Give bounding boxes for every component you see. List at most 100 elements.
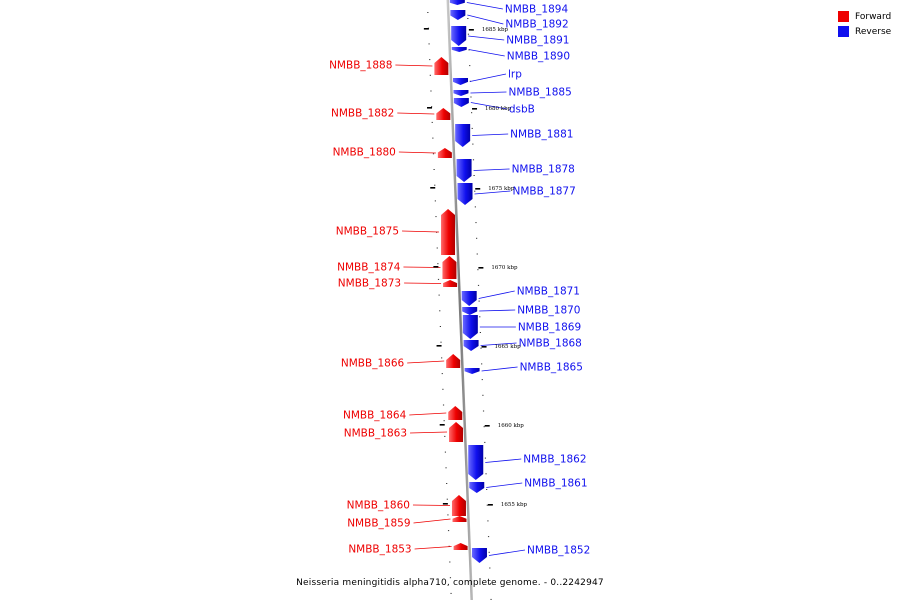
reverse-gene-NMBB_1862[interactable] (468, 445, 484, 480)
minor-tick (488, 551, 490, 553)
reverse-gene-dsbB[interactable] (453, 98, 469, 107)
reverse-gene-label[interactable]: NMBB_1865 (520, 362, 583, 374)
reverse-gene-NMBB_1877[interactable] (457, 183, 473, 205)
kbp-tick (468, 29, 474, 31)
minor-tick (436, 247, 438, 249)
forward-gene-NMBB_1875[interactable] (441, 209, 456, 255)
reverse-gene-label[interactable]: NMBB_1871 (517, 286, 580, 298)
forward-swatch (838, 11, 849, 22)
minor-tick (442, 404, 445, 406)
forward-gene-NMBB_1882[interactable] (436, 108, 451, 120)
reverse-leader-line (470, 102, 507, 110)
minor-tick (430, 90, 432, 92)
forward-gene-label[interactable]: NMBB_1880 (333, 147, 396, 159)
reverse-gene-label[interactable]: NMBB_1885 (508, 87, 571, 99)
reverse-leader-line (478, 290, 515, 299)
reverse-leader-line (485, 458, 522, 463)
reverse-gene-NMBB_1868[interactable] (463, 340, 479, 351)
forward-gene-NMBB_1864[interactable] (448, 406, 463, 420)
reverse-gene-label[interactable]: NMBB_1890 (507, 51, 570, 63)
reverse-gene-label[interactable]: NMBB_1862 (523, 454, 586, 466)
reverse-gene-NMBB_1885[interactable] (453, 90, 469, 96)
forward-gene-label[interactable]: NMBB_1875 (336, 226, 399, 238)
reverse-gene-NMBB_1892[interactable] (450, 10, 466, 20)
minor-tick (479, 332, 481, 333)
minor-tick (471, 127, 473, 129)
reverse-gene-NMBB_1894[interactable] (449, 0, 465, 5)
reverse-gene-NMBB_1861[interactable] (469, 482, 485, 493)
forward-gene-NMBB_1880[interactable] (437, 148, 452, 158)
minor-tick (486, 489, 488, 490)
minor-tick (445, 467, 447, 469)
reverse-gene-NMBB_1890[interactable] (451, 47, 467, 52)
legend-label-reverse: Reverse (855, 26, 892, 37)
reverse-gene-label[interactable]: dsbB (509, 104, 535, 116)
minor-tick (472, 159, 475, 161)
forward-gene-NMBB_1853[interactable] (453, 543, 468, 550)
forward-gene-label[interactable]: NMBB_1873 (338, 278, 401, 290)
reverse-gene-label[interactable]: NMBB_1894 (505, 4, 569, 16)
forward-gene-NMBB_1873[interactable] (443, 280, 458, 287)
forward-gene-label[interactable]: NMBB_1859 (347, 518, 410, 530)
minor-tick (429, 74, 431, 76)
minor-tick (487, 536, 490, 538)
minor-tick (472, 143, 474, 145)
reverse-leader-line (488, 549, 526, 556)
forward-gene-NMBB_1874[interactable] (442, 256, 457, 279)
minor-tick (439, 310, 441, 312)
reverse-gene-NMBB_1870[interactable] (462, 307, 478, 315)
forward-gene-NMBB_1860[interactable] (451, 495, 466, 516)
reverse-gene-NMBB_1871[interactable] (461, 291, 477, 306)
forward-leader-line (412, 504, 450, 506)
reverse-gene-label[interactable]: lrp (508, 69, 522, 81)
reverse-gene-label[interactable]: NMBB_1891 (506, 35, 569, 47)
reverse-leader-line (470, 91, 507, 94)
forward-gene-label[interactable]: NMBB_1888 (329, 60, 392, 72)
reverse-gene-lrp[interactable] (453, 78, 469, 85)
minor-tick (444, 435, 446, 437)
forward-gene-label[interactable]: NMBB_1853 (348, 544, 411, 556)
reverse-gene-NMBB_1878[interactable] (456, 159, 472, 182)
minor-tick (450, 592, 452, 594)
reverse-gene-label[interactable]: NMBB_1892 (505, 19, 568, 31)
reverse-gene-label[interactable]: NMBB_1868 (519, 338, 582, 350)
forward-gene-label[interactable]: NMBB_1863 (344, 428, 407, 440)
forward-gene-label[interactable]: NMBB_1882 (331, 108, 394, 120)
reverse-gene-NMBB_1869[interactable] (462, 315, 478, 339)
legend: Forward Reverse (838, 9, 898, 39)
kbp-tick (439, 424, 445, 426)
reverse-gene-label[interactable]: NMBB_1869 (518, 322, 581, 334)
reverse-gene-NMBB_1865[interactable] (464, 368, 480, 374)
reverse-gene-NMBB_1852[interactable] (471, 548, 487, 563)
reverse-leader-line (468, 49, 505, 57)
forward-leader-line (413, 518, 451, 524)
minor-tick (477, 269, 479, 271)
tick-marks (427, 12, 492, 600)
reverse-gene-label[interactable]: NMBB_1870 (517, 305, 580, 317)
reverse-gene-label[interactable]: NMBB_1878 (512, 164, 575, 176)
forward-gene-label[interactable]: NMBB_1874 (337, 262, 401, 274)
forward-gene-label[interactable]: NMBB_1866 (341, 358, 405, 370)
reverse-gene-label[interactable]: NMBB_1852 (527, 545, 590, 557)
forward-gene-label[interactable]: NMBB_1860 (347, 500, 410, 512)
kbp-label: 1675 kbp (488, 186, 515, 192)
minor-tick (437, 278, 440, 280)
kbp-tick (475, 188, 481, 190)
reverse-gene-label[interactable]: NMBB_1881 (510, 129, 573, 141)
forward-leader-line (410, 431, 448, 434)
reverse-leader-line (473, 168, 510, 171)
forward-leader-line (395, 64, 433, 67)
minor-tick (482, 410, 485, 412)
reverse-gene-NMBB_1891[interactable] (451, 26, 467, 46)
reverse-gene-NMBB_1881[interactable] (455, 124, 471, 147)
forward-gene-label[interactable]: NMBB_1864 (343, 410, 407, 422)
reverse-gene-label[interactable]: NMBB_1877 (513, 186, 576, 198)
forward-gene-NMBB_1866[interactable] (446, 354, 461, 368)
forward-gene-NMBB_1863[interactable] (449, 422, 464, 442)
forward-gene-NMBB_1859[interactable] (452, 516, 467, 522)
reverse-gene-label[interactable]: NMBB_1861 (524, 478, 587, 490)
minor-tick (490, 598, 492, 600)
minor-tick (446, 498, 448, 500)
forward-gene-NMBB_1888[interactable] (434, 57, 449, 75)
forward-leader-line (409, 412, 447, 416)
